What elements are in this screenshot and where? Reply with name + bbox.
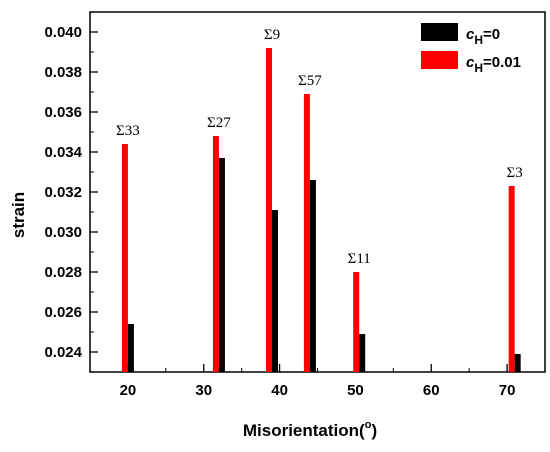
bar-cH-0 (127, 324, 134, 372)
bar-cH-0 (309, 180, 316, 372)
y-axis-title: strain (9, 192, 28, 238)
bar-cH-0.01 (508, 186, 515, 372)
x-tick-label: 40 (271, 382, 288, 399)
y-tick-label: 0.032 (44, 184, 82, 201)
sigma-annotation: Σ33 (116, 123, 140, 139)
bar-cH-0 (218, 158, 225, 372)
legend-swatch-cH0 (421, 23, 458, 41)
y-tick-label: 0.030 (44, 224, 82, 241)
bar-cH-0 (272, 210, 278, 372)
sigma-annotation: Σ11 (348, 251, 371, 267)
y-tick-label: 0.036 (44, 104, 82, 121)
x-tick-label: 20 (120, 382, 137, 399)
legend: cH=0 cH=0.01 (421, 23, 521, 75)
bar-cH-0.01 (121, 144, 128, 372)
y-tick-label: 0.034 (44, 144, 82, 161)
x-axis: 20 30 40 50 60 70 (89, 364, 516, 399)
x-tick-label: 60 (423, 382, 440, 399)
y-tick-label: 0.038 (44, 64, 82, 81)
bar-cH-0 (514, 354, 521, 372)
sigma-annotation: Σ3 (507, 165, 523, 181)
bar-cH-0.01 (353, 272, 360, 372)
x-axis-title: Misorientation(o) (243, 419, 377, 440)
bar-cH-0.01 (266, 48, 272, 372)
bar-cH-0 (359, 334, 366, 372)
legend-swatch-cH001 (421, 51, 458, 69)
bars (121, 48, 521, 372)
x-tick-label: 50 (347, 382, 364, 399)
y-tick-label: 0.026 (44, 304, 82, 321)
bar-cH-0.01 (212, 136, 219, 372)
bar-cH-0.01 (303, 94, 310, 372)
x-tick-label: 70 (499, 382, 516, 399)
x-tick-label: 30 (195, 382, 212, 399)
legend-label-cH0: cH=0 (466, 26, 500, 47)
sigma-annotation: Σ27 (207, 115, 231, 131)
y-tick-label: 0.028 (44, 264, 82, 281)
sigma-annotation: Σ57 (298, 73, 322, 89)
annotations: Σ33 Σ27 Σ9 Σ57 Σ11 Σ3 (116, 27, 523, 267)
y-tick-label: 0.040 (44, 24, 82, 41)
y-tick-label: 0.024 (44, 344, 82, 361)
legend-label-cH001: cH=0.01 (466, 54, 521, 75)
y-axis: 0.024 0.026 0.028 0.030 0.032 0.034 0.036 0.038… (44, 24, 98, 361)
sigma-annotation: Σ9 (264, 27, 280, 43)
